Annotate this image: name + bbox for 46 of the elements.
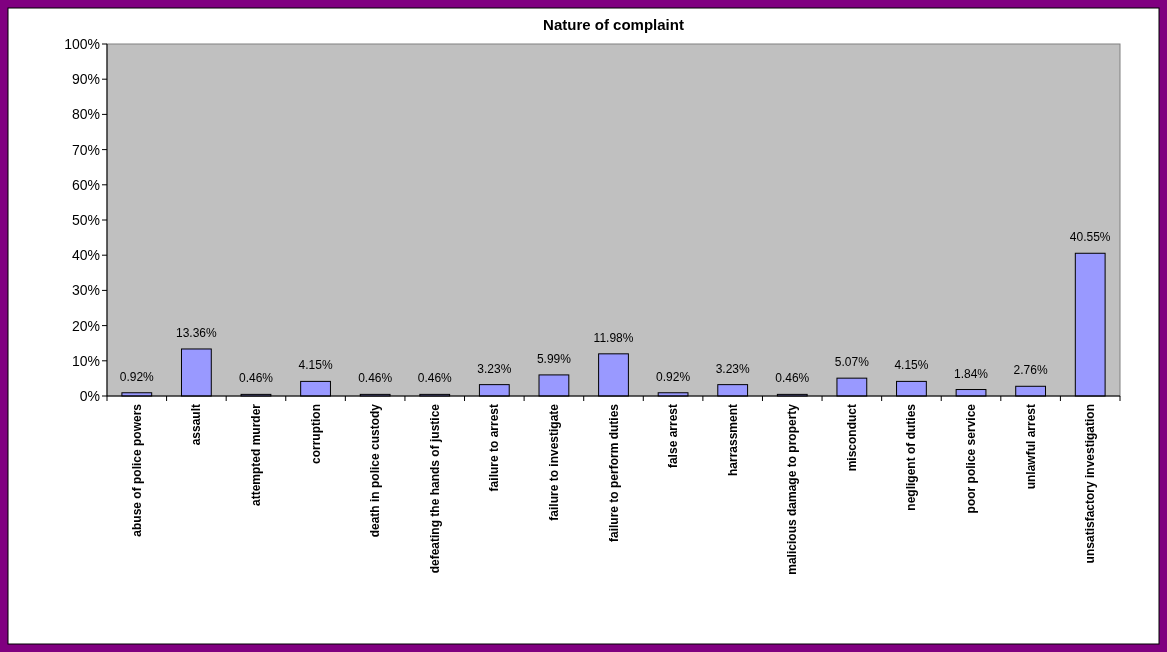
data-label: 0.92% xyxy=(656,369,691,384)
x-tick-label: unlawful arrest xyxy=(1023,404,1038,490)
x-tick-label: false arrest xyxy=(666,404,681,469)
data-label: 3.23% xyxy=(477,361,512,376)
data-label: 3.23% xyxy=(715,361,751,376)
data-label: 2.76% xyxy=(1013,363,1048,378)
data-label: 0.46% xyxy=(775,371,810,386)
x-tick-label: harrassment xyxy=(725,404,740,477)
data-label: 4.15% xyxy=(298,358,333,373)
data-label: 5.99% xyxy=(536,351,572,366)
x-tick-label: failure to investigate xyxy=(546,403,561,521)
x-tick-label: failure to arrest xyxy=(487,404,502,492)
x-tick-label: attempted murder xyxy=(248,403,263,507)
x-tick-label: assault xyxy=(189,404,204,446)
y-tick-label: 100% xyxy=(64,35,100,52)
data-label: 0.46% xyxy=(238,371,274,386)
data-label: 11.98% xyxy=(593,330,634,345)
x-tick-label: death in police custody xyxy=(368,403,383,538)
x-tick-label: unsatisfactory investigation xyxy=(1083,404,1098,564)
data-label: 40.55% xyxy=(1069,230,1111,245)
x-tick-label: poor police service xyxy=(964,403,979,514)
data-label: 0.46% xyxy=(358,371,393,386)
x-tick-label: negligent of duties xyxy=(904,403,919,511)
y-tick-label: 30% xyxy=(71,282,100,299)
data-label: 13.36% xyxy=(176,325,218,340)
x-tick-label: corruption xyxy=(308,404,323,464)
data-label: 4.15% xyxy=(894,358,929,373)
y-tick-label: 90% xyxy=(71,71,100,88)
x-tick-label: malicious damage to property xyxy=(785,403,800,575)
x-tick-label: failure to perform duties xyxy=(606,403,621,543)
y-tick-label: 70% xyxy=(71,141,100,158)
y-tick-label: 50% xyxy=(71,211,100,228)
y-tick-label: 40% xyxy=(71,247,100,264)
y-tick-label: 80% xyxy=(71,106,100,123)
y-tick-label: 60% xyxy=(71,176,100,193)
x-tick-label: misconduct xyxy=(844,404,859,472)
data-label: 0.46% xyxy=(417,371,453,386)
chart-title: Nature of complaint xyxy=(543,16,684,33)
data-label: 5.07% xyxy=(834,355,870,370)
data-label: 0.92% xyxy=(119,369,155,384)
x-tick-label: defeating the hands of justice xyxy=(427,403,442,574)
y-tick-label: 20% xyxy=(71,317,100,334)
x-tick-label: abuse of police powers xyxy=(129,403,144,537)
y-tick-label: 0% xyxy=(79,387,100,404)
y-tick-label: 10% xyxy=(71,352,100,369)
data-label: 1.84% xyxy=(954,366,989,381)
